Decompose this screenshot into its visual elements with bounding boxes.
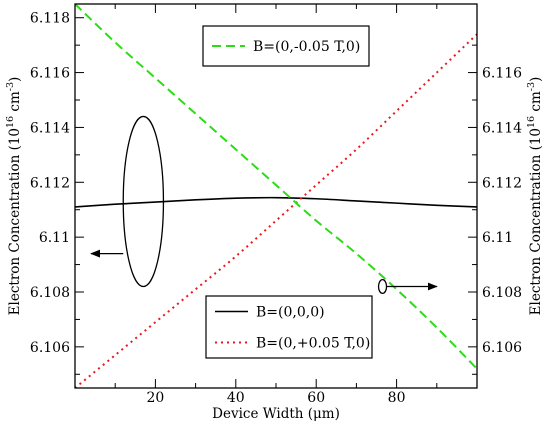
- legend-label: B=(0,-0.05 T,0): [253, 39, 360, 55]
- x-tick-label: 20: [146, 390, 164, 406]
- y-tick-label-left: 6.112: [30, 175, 70, 191]
- y-axis-label-right: Electron Concentration (1016 cm-3): [526, 77, 544, 316]
- y-tick-label-left: 6.118: [30, 11, 70, 27]
- y-tick-label-right: 6.116: [482, 66, 522, 82]
- series-line-2: [75, 4, 477, 370]
- y-tick-label-right: 6.114: [482, 120, 522, 136]
- legend-label: B=(0,0,0): [256, 305, 325, 321]
- y-tick-label-right: 6.106: [482, 340, 522, 356]
- y-tick-label-right: 6.11: [482, 230, 513, 246]
- series-line-0: [75, 196, 477, 208]
- legend-layer: B=(0,-0.05 T,0) B=(0,0,0) B=(0,+0.05 T,0): [202, 25, 373, 359]
- x-tick-label: 40: [227, 390, 245, 406]
- y-tick-label-right: 6.112: [482, 175, 522, 191]
- y-tick-label-left: 6.114: [30, 120, 70, 136]
- ticks-layer: 20 40 60 80 6.106 6.108 6.11 6.112 6.114 6.116 6.1…: [30, 4, 522, 406]
- y-tick-label-left: 6.11: [39, 230, 70, 246]
- y-tick-label-left: 6.108: [30, 285, 70, 301]
- legend-box-1: [205, 295, 373, 359]
- legend-label: B=(0,+0.05 T,0): [256, 336, 370, 352]
- y-tick-label-left: 6.106: [30, 340, 70, 356]
- y-tick-label-right: 6.108: [482, 285, 522, 301]
- x-axis-label: Device Width (μm): [212, 406, 340, 422]
- plot-layer: [75, 4, 477, 388]
- y-tick-label-left: 6.116: [30, 66, 70, 82]
- x-tick-label: 60: [307, 390, 325, 406]
- annotation-ellipse-0: [122, 115, 165, 288]
- annotation-ellipse-1: [377, 279, 388, 295]
- annotation-layer: [90, 115, 438, 295]
- x-tick-label: 80: [388, 390, 406, 406]
- y-axis-label-left: Electron Concentration (1016 cm-3): [5, 77, 23, 316]
